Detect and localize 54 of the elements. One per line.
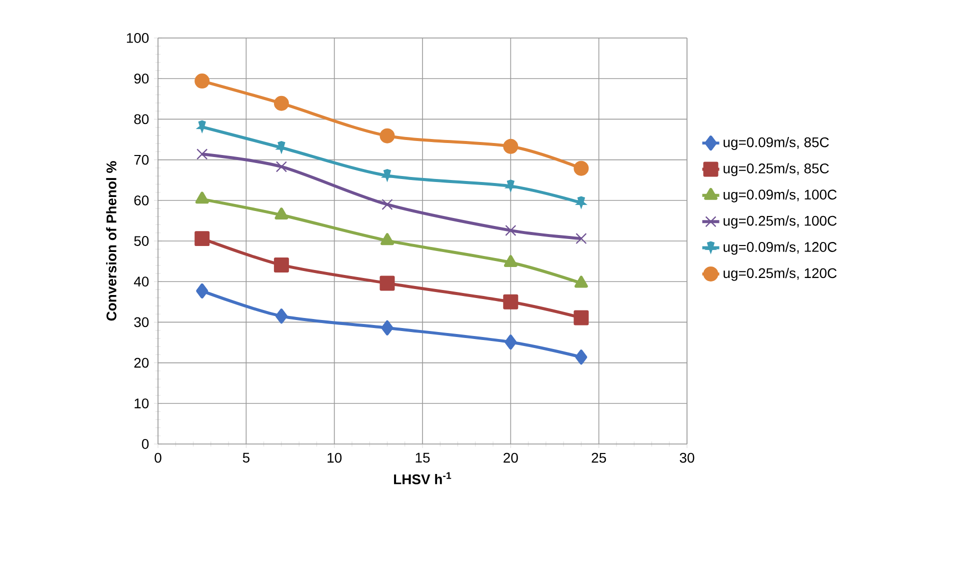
legend-label: ug=0.09m/s, 120C (724, 242, 837, 255)
y-tick-label: 20 (134, 358, 149, 368)
point (274, 96, 289, 111)
y-tick-label: 50 (134, 236, 149, 246)
y-tick-label: 100 (126, 33, 149, 43)
point (380, 233, 394, 246)
point (194, 74, 210, 89)
point (574, 310, 589, 326)
x-tick-label: 15 (416, 452, 430, 463)
point (576, 233, 587, 244)
point (574, 160, 589, 176)
point (276, 161, 287, 172)
point (574, 196, 588, 210)
point (504, 334, 517, 350)
point (382, 198, 393, 210)
x-tick-label: 20 (504, 452, 518, 463)
y-tick-label: 40 (134, 276, 149, 287)
point (196, 148, 208, 160)
point (380, 128, 395, 144)
point (274, 257, 289, 272)
point (275, 308, 288, 324)
point (380, 169, 394, 182)
point (380, 276, 395, 291)
point (195, 192, 209, 204)
point (194, 231, 210, 246)
x-tick-label: 0 (154, 452, 162, 463)
point (196, 283, 208, 298)
y-tick-label: 80 (134, 114, 149, 124)
point (274, 208, 288, 220)
x-axis-title: LHSV h$^{-1}$ (394, 472, 452, 484)
y-tick-label: 10 (134, 398, 149, 408)
point (503, 138, 518, 154)
y-axis-title: Conversion of Phenol % (106, 161, 116, 321)
point (574, 276, 588, 288)
y-tick-label: 30 (134, 317, 149, 328)
point (575, 350, 588, 365)
x-tick-label: 30 (680, 452, 694, 463)
point (504, 180, 517, 193)
legend-label: ug=0.25m/s, 100C (724, 216, 837, 229)
point (381, 320, 394, 336)
y-tick-label: 0 (142, 439, 149, 449)
point (503, 294, 518, 310)
legend-label: ug=0.25m/s, 120C (724, 268, 837, 281)
x-tick-label: 5 (242, 452, 250, 463)
legend-label: ug=0.09m/s, 100C (724, 189, 837, 202)
legend-label: ug=0.25m/s, 85C (724, 163, 829, 176)
x-tick-label: 10 (328, 452, 342, 463)
point (505, 224, 516, 236)
y-tick-label: 70 (134, 154, 149, 165)
y-tick-label: 60 (134, 195, 149, 206)
point (504, 255, 518, 268)
y-tick-label: 90 (134, 74, 149, 84)
x-tick-label: 25 (592, 452, 606, 463)
legend-label: ug=0.09m/s, 85C (724, 136, 829, 150)
